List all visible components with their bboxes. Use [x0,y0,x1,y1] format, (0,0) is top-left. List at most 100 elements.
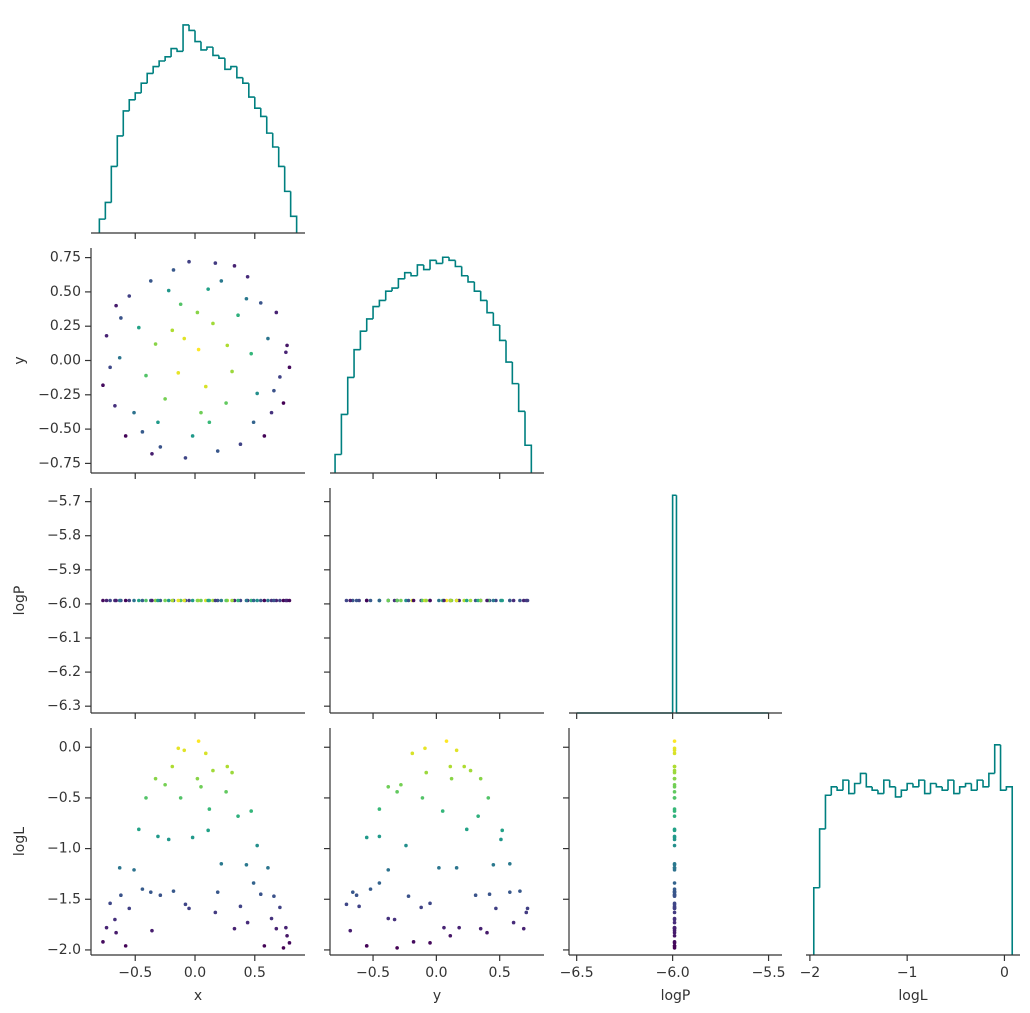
scatter-point [117,598,122,603]
histogram-bin [830,786,838,796]
histogram-bin [970,783,978,792]
scatter-point [224,598,228,603]
histogram-bin [212,47,219,57]
scatter-point [468,768,473,773]
scatter-point [437,598,441,603]
scatter-point [364,598,369,603]
histogram-bin [982,780,989,788]
scatter-point [114,930,118,935]
y-tick-label: −5.9 [47,562,81,578]
histogram-bin [289,191,298,233]
x-tick-label: −1 [897,965,918,981]
scatter-point [287,365,292,370]
y-tick-label: −0.75 [38,455,81,471]
scatter-point [672,809,677,813]
scatter-point [132,410,136,415]
scatter-point [108,598,112,603]
scatter-point [672,902,677,907]
scatter-point [108,365,112,370]
scatter-point [499,598,503,603]
scatter-point [284,925,288,930]
scatter-point [442,598,446,603]
histogram-bin [230,65,237,70]
scatter-point [150,451,154,456]
histogram-bin [999,744,1007,792]
scatter-point [485,930,489,935]
histogram-bin [359,330,367,350]
scatter-point [176,598,181,603]
x-axis-label: y [433,988,441,1004]
scatter-point [444,739,449,743]
histogram-bin [182,24,190,52]
scatter-point [207,807,212,811]
scatter-point [287,941,292,945]
scatter-point [187,259,191,264]
y-tick-label: −6.0 [47,596,81,612]
histogram-bin [116,135,124,167]
scatter-point [672,887,677,891]
x-tick-label: −0.5 [356,965,390,981]
scatter-point [171,268,176,272]
scatter-point [518,598,522,603]
x-tick-label: 0.5 [244,965,266,981]
scatter-point [392,598,397,603]
scatter-point [230,598,234,603]
scatter-point [672,790,677,794]
scatter-point [462,764,467,769]
scatter-point [266,336,270,341]
scatter-point [462,598,467,603]
scatter-point [244,598,249,603]
scatter-point [285,343,289,348]
scatter-point [249,809,254,813]
histogram-bin [842,779,849,791]
scatter-point [521,926,526,931]
scatter-point [278,905,282,910]
x-tick-label: 0.5 [489,965,511,981]
histogram-bin [122,110,130,136]
scatter-point [672,920,677,925]
histogram-bin [334,453,342,473]
scatter-point [473,893,478,898]
y-axis-label: logP [12,586,28,616]
scatter-point [428,598,432,603]
scatter-point [203,751,208,756]
scatter-point [236,814,240,818]
histogram-bin [1005,786,1014,955]
y-tick-label: −2.0 [47,942,81,958]
scatter-point [350,598,355,603]
scatter-point [104,334,109,338]
scatter-point [449,776,454,781]
scatter-point [213,598,218,603]
histogram-bin [511,362,519,385]
scatter-point [156,598,160,603]
scatter-point [113,403,117,408]
histogram-bin [340,413,348,455]
scatter-point [127,294,132,298]
histogram-bin [188,24,196,32]
scatter-point [153,342,158,346]
scatter-point [150,928,154,933]
histogram-bin [372,305,380,319]
scatter-point [266,866,270,870]
scatter-point [511,598,516,603]
scatter-point [284,598,288,603]
histogram-bin [200,41,207,51]
scatter-point [144,598,148,603]
scatter-point [395,946,399,950]
y-tick-label: −6.3 [47,698,81,714]
scatter-point [508,861,512,866]
scatter-point [464,827,469,832]
scatter-point [357,904,361,909]
scatter-point [170,328,175,333]
scatter-point [119,893,123,898]
scatter-point [487,892,492,896]
scatter-point [225,343,230,348]
histogram-bin [435,260,443,265]
scatter-point [190,835,195,840]
scatter-point [448,764,453,769]
scatter-point [672,933,677,938]
histogram-bin [410,272,418,277]
histogram-bin [441,256,450,264]
scatter-point [166,598,171,603]
scatter-point [395,790,399,794]
